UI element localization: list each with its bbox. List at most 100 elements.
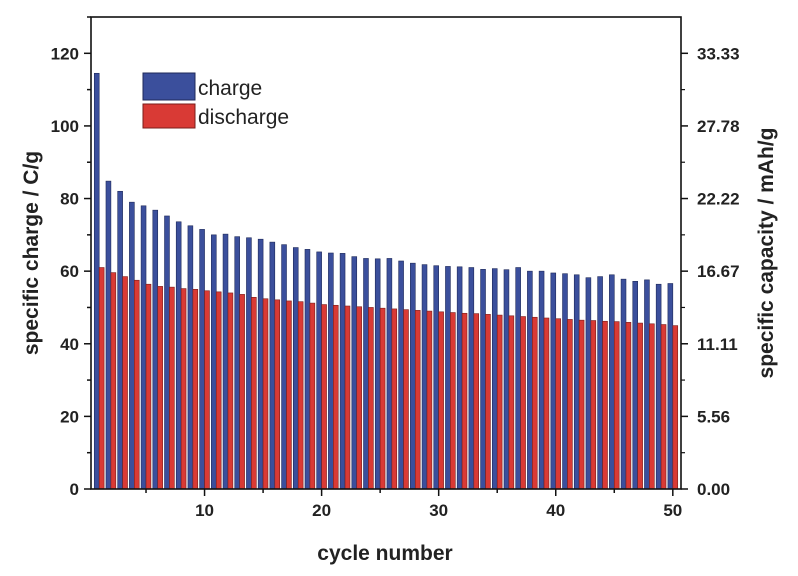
bar-charge <box>234 236 240 490</box>
bar-discharge <box>344 305 351 490</box>
bar-charge <box>410 262 416 490</box>
bar-charge <box>351 256 358 490</box>
plot-frame <box>90 16 682 490</box>
bar-discharge <box>508 315 515 490</box>
bar-discharge <box>567 319 573 490</box>
y2-tick-label: 5.56 <box>697 407 730 426</box>
bar-discharge <box>438 311 444 490</box>
bar-charge <box>129 201 135 490</box>
bar-charge <box>328 252 334 490</box>
bar-discharge <box>145 283 152 490</box>
bar-charge <box>620 278 627 490</box>
bar-discharge <box>555 318 561 490</box>
legend-swatch-charge <box>142 72 196 101</box>
bar-charge <box>421 264 428 490</box>
y2-axis-title: specific capacity / mAh/g <box>755 128 778 379</box>
bar-charge <box>503 269 510 490</box>
x-tick-label: 40 <box>546 501 565 520</box>
bar-charge <box>304 249 311 490</box>
bar-charge <box>386 258 393 490</box>
bar-discharge <box>333 304 339 490</box>
bar-charge <box>491 268 498 490</box>
bar-discharge <box>98 267 105 490</box>
bar-charge <box>527 270 533 490</box>
bar-discharge <box>274 299 281 490</box>
bar-discharge <box>496 314 503 490</box>
bar-charge <box>597 276 603 490</box>
bar-discharge <box>461 312 468 490</box>
bar-charge <box>632 281 638 490</box>
bar-discharge <box>110 272 117 490</box>
bar-discharge <box>543 317 550 490</box>
bar-charge <box>117 190 123 490</box>
bar-discharge <box>251 296 257 490</box>
y-tick-label: 100 <box>51 117 79 136</box>
y-tick-label: 80 <box>60 190 79 209</box>
bar-discharge <box>672 325 679 490</box>
bar-charge <box>480 269 486 490</box>
bar-discharge <box>368 307 374 490</box>
bar-charge <box>199 229 205 490</box>
bar-discharge <box>403 309 409 490</box>
legend-swatch-discharge <box>142 103 196 129</box>
bar-charge <box>164 215 170 490</box>
bars-layer <box>93 72 679 490</box>
bar-discharge <box>450 312 456 490</box>
bar-discharge <box>239 294 245 490</box>
bar-charge <box>140 205 147 490</box>
bar-charge <box>316 251 322 490</box>
bar-discharge <box>297 301 304 490</box>
bar-charge <box>187 225 194 490</box>
bar-discharge <box>637 322 643 490</box>
y-tick-label: 120 <box>51 44 79 63</box>
bar-discharge <box>192 289 199 490</box>
axes-layer: 0 20 40 60 80 100 120 0.00 5.56 11.11 16.67 22.22 27… <box>51 16 740 520</box>
bar-charge <box>152 209 159 490</box>
bar-discharge <box>169 286 175 490</box>
legend-label-charge: charge <box>198 77 262 100</box>
bar-charge <box>585 277 592 490</box>
bar-discharge <box>520 316 526 490</box>
y2-tick-label: 22.22 <box>697 190 740 209</box>
x-tick-label: 50 <box>663 501 682 520</box>
y-tick-label: 20 <box>60 407 79 426</box>
bar-charge <box>93 72 100 490</box>
bar-discharge <box>122 276 128 490</box>
bar-charge <box>222 233 229 490</box>
bar-charge <box>257 238 264 490</box>
bar-discharge <box>309 302 316 490</box>
x-tick-label: 20 <box>312 501 331 520</box>
bar-discharge <box>321 304 327 490</box>
bar-charge <box>573 274 580 490</box>
bar-discharge <box>613 321 620 490</box>
y2-tick-label: 11.11 <box>697 335 738 354</box>
bar-charge <box>456 266 463 490</box>
bar-charge <box>175 221 182 490</box>
bar-charge <box>667 283 674 490</box>
bar-discharge <box>578 319 585 490</box>
bar-charge <box>562 273 568 490</box>
bar-discharge <box>204 290 210 490</box>
bar-discharge <box>426 310 433 490</box>
bar-discharge <box>262 298 269 490</box>
bar-discharge <box>157 286 163 490</box>
y2-tick-label: 33.33 <box>697 44 740 63</box>
bar-charge <box>339 253 346 490</box>
bar-discharge <box>391 308 398 490</box>
x-axis-title: cycle number <box>317 542 452 565</box>
y-tick-label: 0 <box>70 480 79 499</box>
bar-charge <box>445 266 451 490</box>
bar-charge <box>468 267 475 490</box>
bar-discharge <box>379 307 386 490</box>
bar-discharge <box>660 324 667 490</box>
y-tick-label: 40 <box>60 335 79 354</box>
bar-discharge <box>602 320 608 490</box>
bar-charge <box>269 241 276 490</box>
x-tick-label: 30 <box>429 501 448 520</box>
bar-charge <box>433 265 439 490</box>
bar-charge <box>644 279 650 490</box>
bar-discharge <box>180 288 187 490</box>
bar-discharge <box>414 310 421 490</box>
bar-discharge <box>590 320 597 490</box>
